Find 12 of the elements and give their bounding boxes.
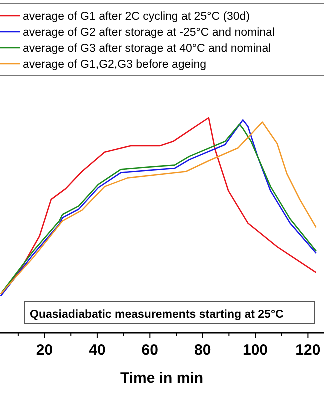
annotation: Quasiadiabatic measurements starting at 25°C <box>30 309 284 321</box>
legend-label: average of G3 after storage at 40°C and nominal <box>23 43 272 55</box>
x-tick-label: 100 <box>242 342 268 359</box>
legend-label: average of G2 after storage at -25°C and nominal <box>23 27 275 39</box>
x-tick-label: 120 <box>296 342 321 359</box>
x-tick-label: 20 <box>36 342 54 359</box>
legend-label: average of G1 after 2C cycling at 25°C (30d) <box>23 11 250 23</box>
x-tick-label: 40 <box>89 342 106 359</box>
legend-label: average of G1,G2,G3 before ageing <box>23 59 206 71</box>
x-axis-title: Time in min <box>120 370 204 387</box>
x-tick-label: 60 <box>142 342 158 359</box>
x-tick-label: 80 <box>194 342 212 359</box>
